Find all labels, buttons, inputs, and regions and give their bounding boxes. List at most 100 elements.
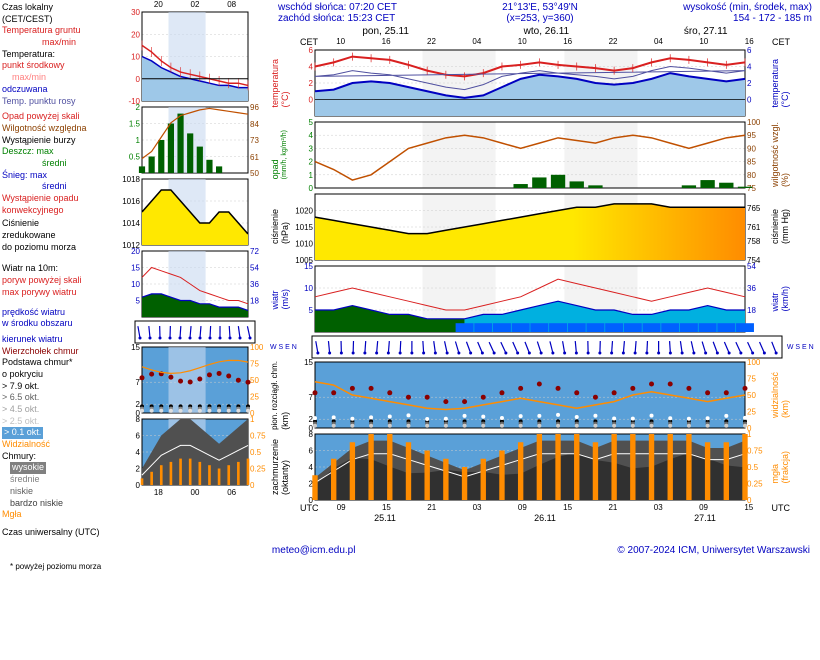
svg-text:50: 50: [250, 169, 259, 176]
lbl-mgla: Mgła: [2, 509, 118, 521]
svg-text:7: 7: [309, 393, 314, 402]
tick: 09: [699, 503, 708, 513]
main-wind-chart: 51015183654: [290, 263, 770, 335]
mid-temp-chart: -100102030: [120, 9, 270, 104]
tick: 04: [472, 37, 481, 47]
tick: 02: [191, 0, 200, 9]
svg-text:10: 10: [304, 284, 313, 293]
svg-text:10: 10: [131, 53, 140, 62]
footnote: * powyżej poziomu morza: [0, 560, 820, 573]
svg-text:0: 0: [309, 96, 314, 105]
svg-text:50: 50: [747, 391, 756, 400]
sunrise: wschód słońca: 07:20 CET: [278, 2, 397, 13]
svg-text:100: 100: [250, 344, 264, 352]
svg-text:8: 8: [136, 416, 141, 424]
svg-text:761: 761: [747, 223, 761, 232]
tick: 00: [191, 488, 200, 497]
ylabel-widz: widzialność(km): [770, 372, 790, 418]
utc-dates: 25.11 26.11 27.11: [270, 513, 820, 523]
svg-text:4: 4: [309, 463, 314, 472]
header-row: wschód słońca: 07:20 CET zachód słońca: …: [270, 0, 820, 26]
svg-text:15: 15: [131, 344, 140, 352]
lbl-konw2: konwekcyjnego: [2, 205, 118, 217]
svg-text:1005: 1005: [295, 256, 313, 263]
svg-text:1010: 1010: [295, 240, 313, 249]
svg-text:0: 0: [747, 96, 752, 105]
svg-text:84: 84: [250, 120, 259, 129]
tick: 22: [609, 37, 618, 47]
tick: 10: [699, 37, 708, 47]
lbl-opad-skali: Opad powyżej skali: [2, 111, 118, 123]
svg-text:95: 95: [747, 131, 756, 140]
mid-winddir-chart: [120, 320, 270, 344]
lbl-predkosc: prędkość wiatru: [2, 307, 118, 319]
svg-text:6: 6: [309, 47, 314, 55]
lbl-konw: Wystąpienie opadu: [2, 193, 118, 205]
tick: 16: [745, 37, 754, 47]
svg-text:5: 5: [309, 119, 314, 127]
xy: (x=253, y=360): [502, 13, 578, 24]
svg-text:6: 6: [309, 447, 314, 456]
tick: 15: [382, 503, 391, 513]
lbl-sredni: średni: [2, 158, 118, 170]
svg-text:2: 2: [309, 415, 314, 424]
svg-text:54: 54: [250, 264, 259, 273]
svg-text:30: 30: [131, 9, 140, 17]
svg-text:0.5: 0.5: [250, 448, 262, 457]
tick: 10: [518, 37, 527, 47]
main-octa-chart: 0246800.250.50.751: [290, 431, 770, 503]
main-winddir-chart: [297, 335, 787, 359]
main-precip-chart: 0123457580859095100: [290, 119, 770, 191]
lbl-wiatr10: Wiatr na 10m:: [2, 263, 118, 275]
svg-text:15: 15: [304, 359, 313, 367]
wse-r: W S E N: [787, 344, 814, 351]
svg-text:4: 4: [309, 63, 314, 72]
date: 25.11: [374, 513, 396, 523]
mid-clouds-chart: 027150255075100: [120, 344, 270, 416]
date: 26.11: [534, 513, 556, 523]
ylabel-temp-r: temperatura(°C): [770, 59, 790, 108]
svg-text:20: 20: [131, 30, 140, 39]
coords: 21°13'E, 53°49'N: [502, 2, 578, 13]
svg-text:3: 3: [309, 144, 314, 153]
lbl-utc: Czas uniwersalny (UTC): [2, 527, 118, 539]
svg-text:0: 0: [136, 75, 141, 84]
svg-text:10: 10: [131, 280, 140, 289]
svg-text:0.75: 0.75: [747, 447, 763, 456]
svg-text:18: 18: [250, 297, 259, 306]
lbl-okt25: > 2.5 okt.: [2, 416, 118, 428]
svg-text:2: 2: [136, 465, 141, 474]
svg-text:0.25: 0.25: [250, 465, 266, 474]
svg-text:0: 0: [309, 184, 314, 191]
mid-wind-chart: 510152018365472: [120, 248, 270, 320]
mid-charts-column: 20 02 08 -100102030 0.511.525061738496 1…: [120, 0, 270, 541]
svg-text:754: 754: [747, 256, 761, 263]
svg-text:1016: 1016: [122, 197, 140, 206]
tick: 03: [654, 503, 663, 513]
lbl-okt45: > 4.5 okt.: [2, 404, 118, 416]
svg-text:36: 36: [250, 280, 259, 289]
svg-text:765: 765: [747, 204, 761, 213]
main-temp-chart: 02460246: [290, 47, 770, 119]
svg-text:54: 54: [747, 263, 756, 271]
left-labels-column: Czas lokalny (CET/CEST) Temperatura grun…: [0, 0, 120, 541]
lbl-temp-gruntu: Temperatura gruntu: [2, 25, 118, 37]
tick: 21: [427, 503, 436, 513]
lbl-cisn: Ciśnienie: [2, 218, 118, 230]
ylabel-opad: opad(mm/h, kg/m²/h): [270, 130, 290, 179]
ylabel-wilg: wilgotność wzgl.(%): [770, 122, 790, 187]
lbl-maxmin: max/min: [2, 37, 118, 49]
lbl-temp: Temperatura:: [2, 49, 118, 61]
lbl-widz: Widzialność: [2, 439, 118, 451]
sunset: zachód słońca: 15:23 CET: [278, 13, 397, 24]
mid-pressure-chart: 1012101410161018: [120, 176, 270, 248]
cet-l: CET: [300, 37, 318, 47]
cet-r: CET: [772, 37, 790, 47]
svg-text:6: 6: [747, 47, 752, 55]
svg-text:72: 72: [250, 248, 259, 256]
lbl-zred: zredukowane: [2, 230, 118, 242]
tick: 06: [227, 488, 236, 497]
date-header: pon, 25.11 wto, 26.11 śro, 27.11: [270, 26, 820, 37]
main-pressure-chart: 1005101010151020754758761765: [290, 191, 770, 263]
svg-text:7: 7: [136, 378, 141, 387]
